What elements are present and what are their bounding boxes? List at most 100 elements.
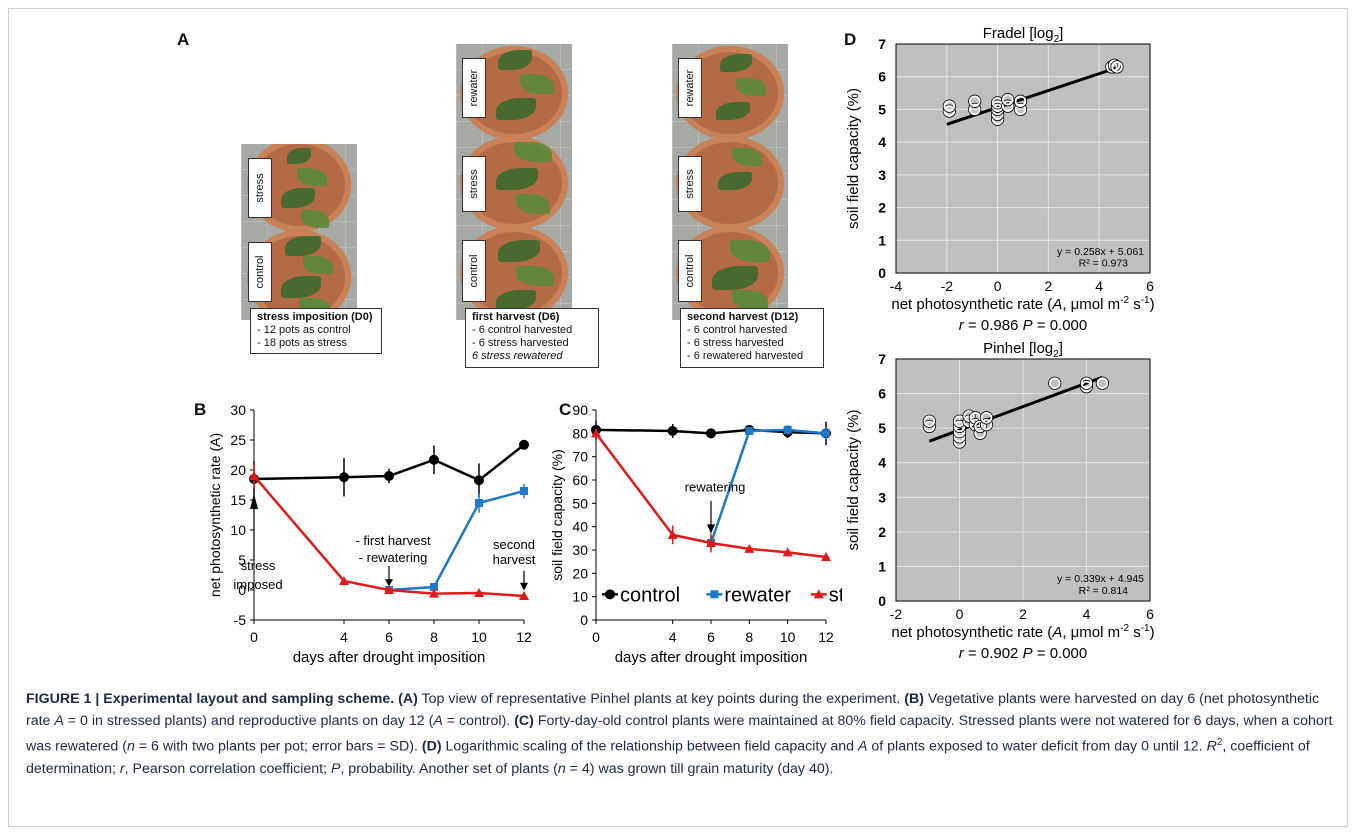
data-point-outline — [973, 426, 987, 440]
data-point — [1108, 59, 1121, 72]
x-tick-label: 10 — [471, 629, 487, 645]
x-tick-label: 6 — [1146, 278, 1154, 294]
y-tick-label: 5 — [878, 420, 886, 436]
y-tick-label: 70 — [572, 449, 588, 465]
data-point — [1001, 93, 1014, 106]
data-point-stress — [591, 428, 601, 438]
x-tick-label: 4 — [669, 629, 677, 645]
data-point — [1014, 103, 1027, 116]
y-tick-label: 2 — [878, 524, 886, 540]
y-tick-label: 30 — [572, 542, 588, 558]
pot-label-control: control — [248, 242, 272, 302]
y-tick-label: 1 — [878, 558, 886, 574]
data-point-stress — [821, 552, 831, 561]
y-tick-label: 10 — [230, 522, 246, 538]
chart-d-fradel: -4 -2 0 2 4 6 0 1 2 3 4 5 6 7 Fradel [log2] soil field … — [845, 25, 1155, 334]
y-tick-label: 4 — [878, 134, 886, 150]
x-axis-label: net photosynthetic rate (A, μmol m-2 s-1… — [891, 295, 1154, 313]
annotation-text: stress — [241, 558, 276, 573]
data-point — [1096, 377, 1109, 390]
data-point-outline — [1001, 93, 1015, 107]
x-axis-label: days after drought imposition — [615, 649, 808, 666]
y-tick-label: 4 — [878, 455, 886, 471]
data-point-control — [706, 428, 716, 439]
data-point-rewater — [520, 487, 528, 495]
data-point-stress — [384, 585, 394, 594]
legend-label-stress: stress — [829, 584, 842, 606]
pot-label-rewater: rewater — [678, 58, 702, 118]
y-tick-label: 25 — [230, 432, 246, 448]
annotation-arrowhead — [250, 494, 258, 509]
legend-label-rewater: rewater — [724, 584, 791, 606]
pot-label-stress: stress — [248, 158, 272, 218]
data-point — [968, 103, 981, 116]
y-tick-label: 40 — [572, 519, 588, 535]
data-point-outline — [1079, 376, 1094, 390]
x-axis-label: net photosynthetic rate (A, μmol m-2 s-1… — [891, 623, 1154, 641]
annotation-text: imposed — [233, 577, 282, 592]
pot-label-control: control — [462, 240, 486, 302]
data-point — [923, 420, 936, 433]
data-point — [1014, 95, 1027, 108]
data-point-outline — [968, 94, 982, 108]
data-point — [1105, 60, 1118, 73]
figure-caption: FIGURE 1 | Experimental layout and sampl… — [26, 691, 1333, 777]
data-point-outline — [979, 411, 994, 425]
y-tick-label: 5 — [238, 552, 246, 568]
series-line-rewater — [709, 428, 827, 544]
x-tick-label: 8 — [745, 629, 753, 645]
data-point-outline — [942, 99, 956, 113]
series-line-rewater — [388, 489, 525, 592]
x-tick-label: 8 — [430, 629, 438, 645]
y-tick-label: 20 — [230, 462, 246, 478]
y-tick-label: 80 — [572, 425, 588, 441]
data-point-outline — [942, 104, 956, 118]
y-tick-label: 3 — [878, 489, 886, 505]
y-tick-label: 15 — [230, 492, 246, 508]
data-point — [1110, 60, 1123, 73]
annotation-text: second — [493, 537, 535, 552]
y-tick-label: 0 — [878, 265, 886, 281]
correlation-stats: r = 0.902 P = 0.000 — [959, 645, 1087, 662]
y-tick-label: 7 — [878, 36, 886, 52]
data-point-stress — [339, 576, 349, 585]
r-squared: R² = 0.814 — [1079, 585, 1128, 597]
x-tick-label: 2 — [1045, 278, 1053, 294]
data-point — [1080, 377, 1093, 390]
pot-label-stress: stress — [678, 156, 702, 212]
chart-title: Pinhel [log2] — [983, 340, 1063, 360]
data-point-outline — [962, 409, 976, 423]
data-point — [1048, 377, 1061, 390]
y-axis-label: soil field capacity (%) — [845, 410, 862, 551]
pot-label-rewater: rewater — [462, 58, 486, 118]
x-tick-label: 0 — [250, 629, 258, 645]
y-tick-label: 0 — [580, 612, 588, 628]
x-tick-label: 10 — [780, 629, 796, 645]
data-point-control — [519, 439, 529, 450]
legend-marker-stress — [813, 589, 824, 599]
y-tick-label: 90 — [572, 402, 588, 418]
data-point-outline — [979, 418, 994, 432]
y-tick-label: 6 — [878, 69, 886, 85]
data-point-outline — [991, 99, 1005, 113]
data-point — [943, 105, 956, 118]
x-tick-label: -2 — [890, 606, 903, 622]
y-tick-label: 3 — [878, 167, 886, 183]
pot-label-control: control — [678, 240, 702, 302]
data-point — [923, 415, 936, 428]
plant-photo-d12: rewater stress control — [672, 44, 788, 320]
chart-title: Fradel [log2] — [983, 25, 1064, 45]
y-tick-label: 5 — [878, 101, 886, 117]
y-tick-label: 6 — [878, 386, 886, 402]
data-point — [943, 100, 956, 113]
data-point-outline — [1110, 60, 1124, 74]
series-line-control — [595, 428, 827, 435]
x-tick-label: 0 — [994, 278, 1002, 294]
data-point — [974, 427, 987, 440]
y-tick-label: 50 — [572, 495, 588, 511]
x-tick-label: 6 — [385, 629, 393, 645]
series-line-stress — [595, 432, 827, 559]
annotation-text: harvest — [493, 552, 536, 567]
x-tick-label: 4 — [1083, 606, 1091, 622]
